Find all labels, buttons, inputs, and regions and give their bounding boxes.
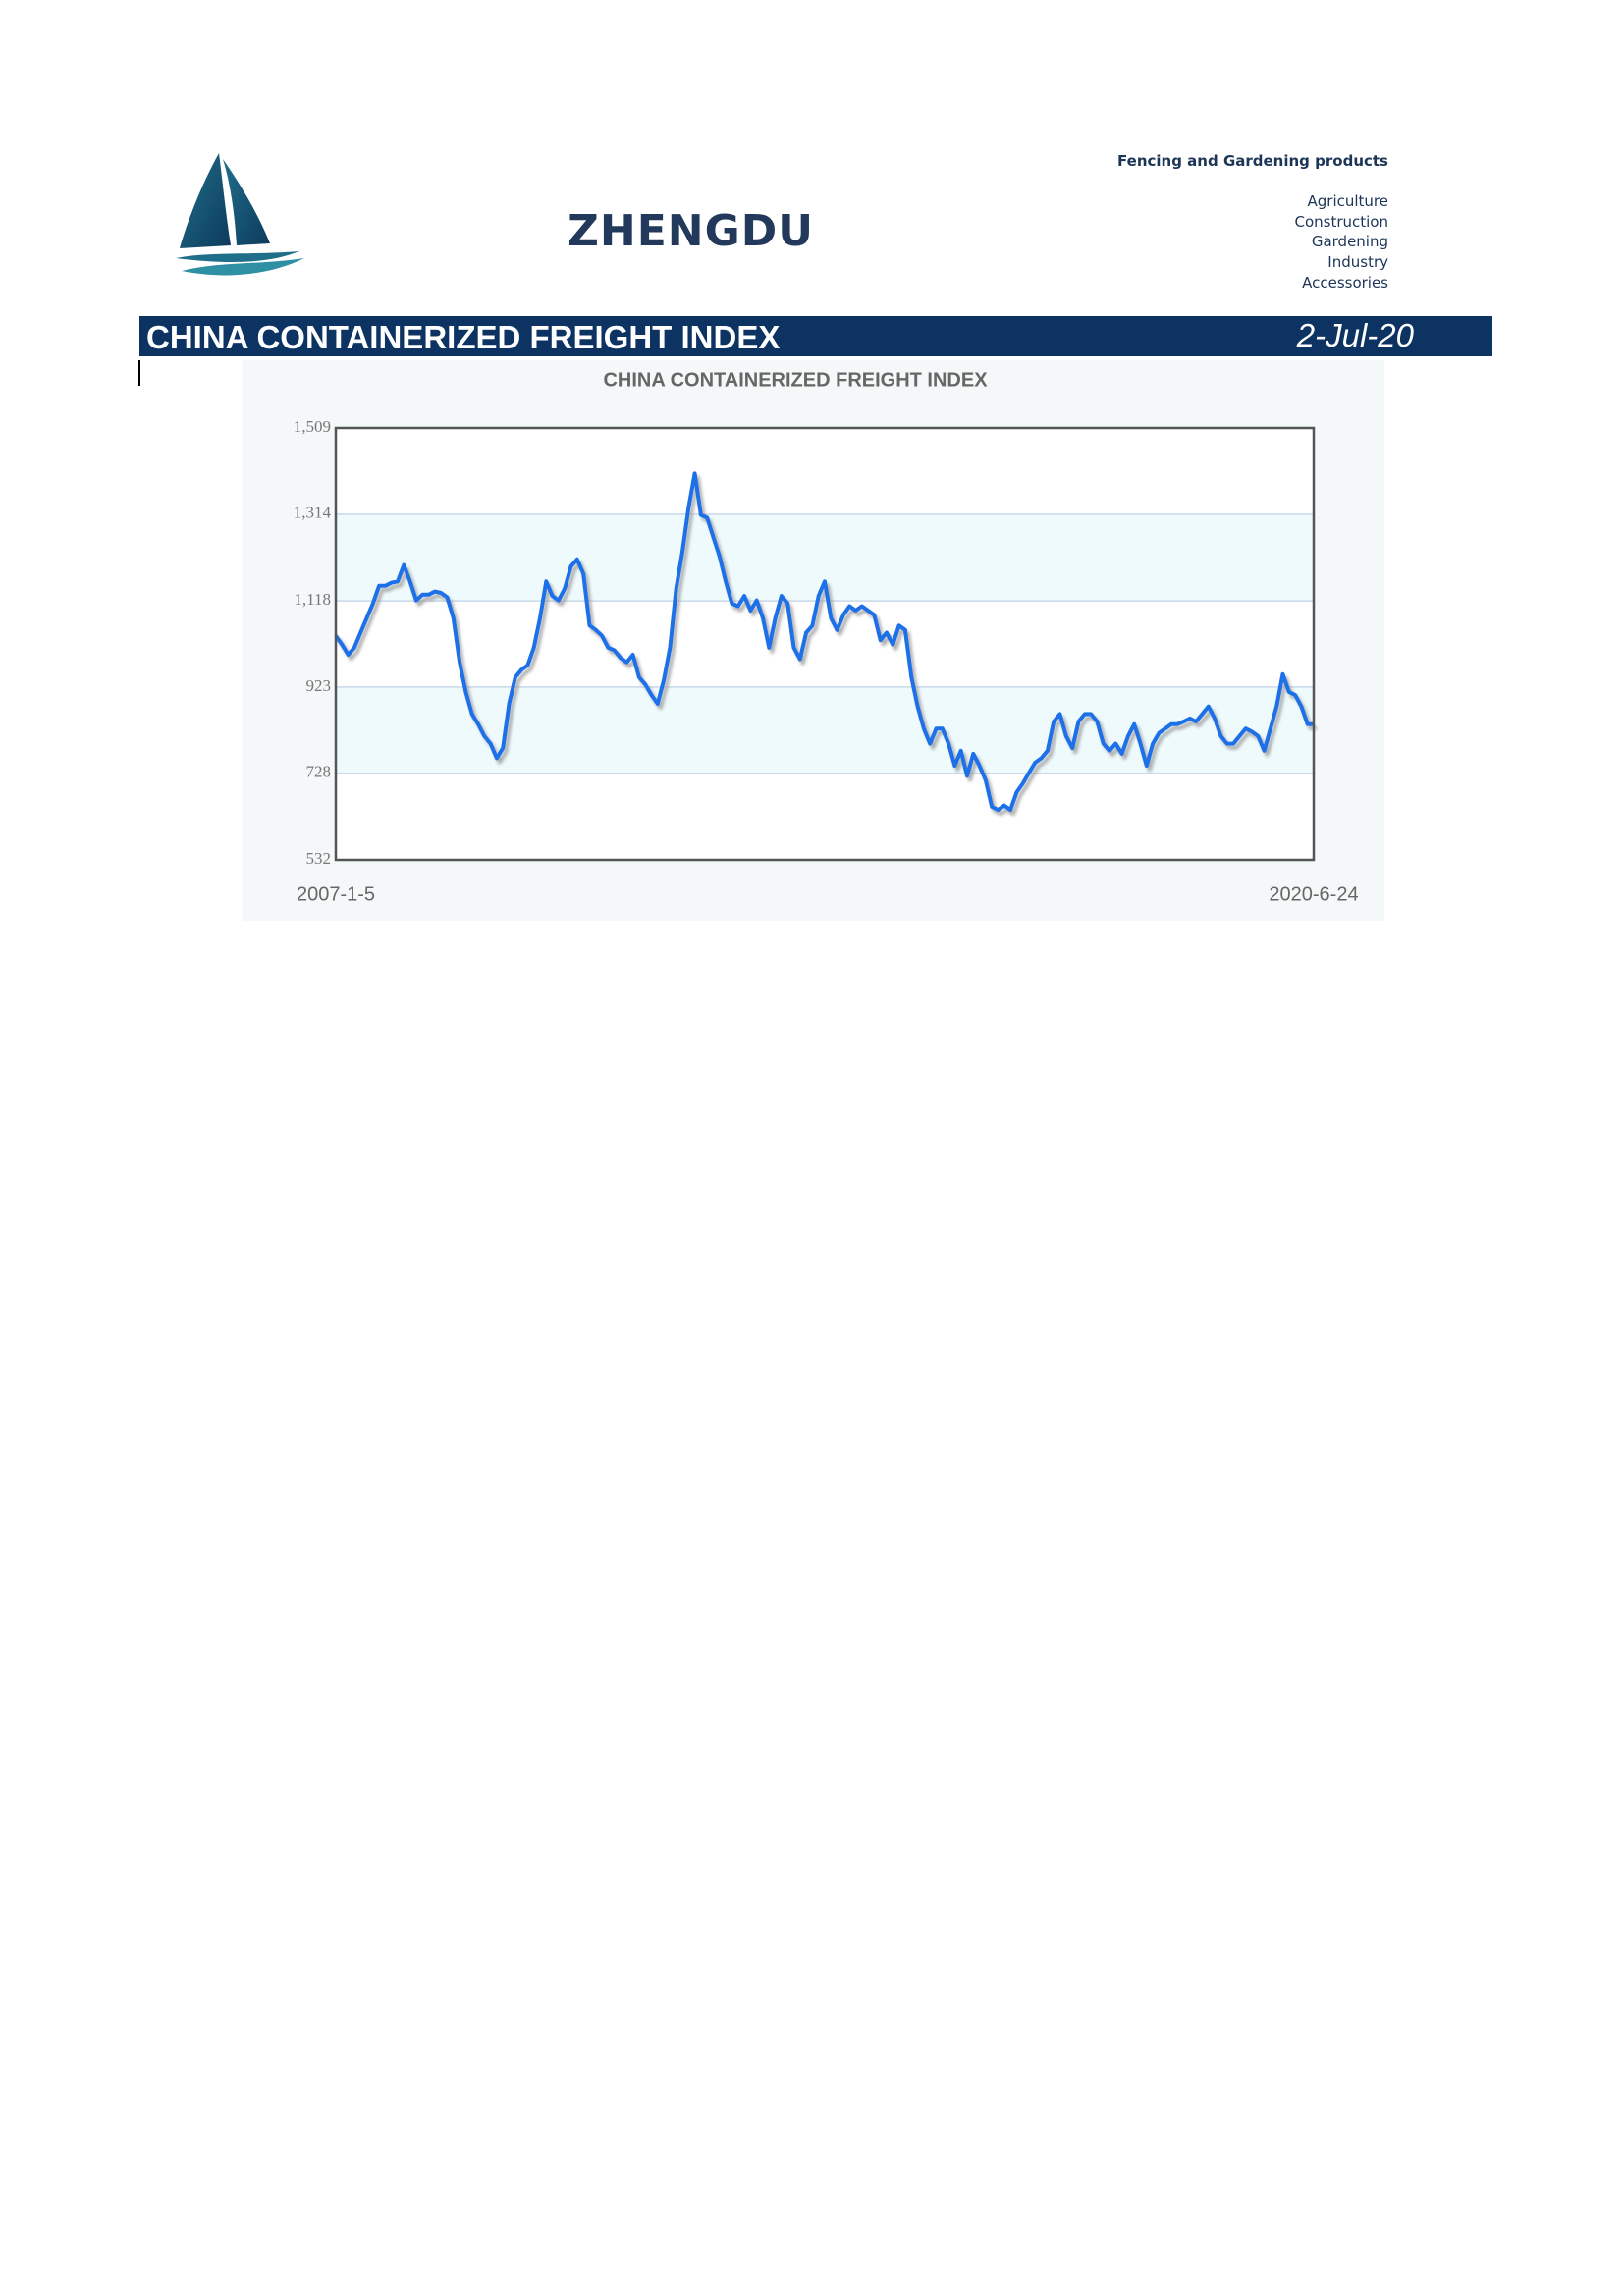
product-list: Agriculture Construction Gardening Indus… <box>1294 191 1388 294</box>
product: Accessories <box>1302 273 1388 292</box>
y-tick-label: 923 <box>306 676 332 695</box>
y-tick-label: 728 <box>306 763 332 781</box>
plot-area <box>336 428 1314 860</box>
product: Construction <box>1294 212 1388 231</box>
product: Gardening <box>1311 233 1388 251</box>
data-line <box>334 471 1314 813</box>
banner-title: CHINA CONTAINERIZED FREIGHT INDEX <box>146 319 781 355</box>
y-tick-label: 1,118 <box>294 590 331 609</box>
brand: ZHENGDU <box>568 206 814 256</box>
chart: CHINA CONTAINERIZED FREIGHT INDEX 532 728… <box>243 360 1384 921</box>
y-tick-label: 1,314 <box>294 504 332 522</box>
y-tick-label: 532 <box>306 849 332 868</box>
product: Agriculture <box>1307 192 1389 210</box>
y-tick-label: 1,509 <box>294 417 331 436</box>
x-tick-label: 2007-1-5 <box>297 883 375 905</box>
logo <box>176 153 304 276</box>
chart-title: CHINA CONTAINERIZED FREIGHT INDEX <box>603 369 988 391</box>
x-tick-label: 2020-6-24 <box>1269 883 1358 905</box>
cursor <box>138 360 140 386</box>
grid-band <box>336 686 1314 774</box>
banner-date: 2-Jul-20 <box>1296 317 1414 353</box>
tagline: Fencing and Gardening products <box>1117 152 1388 170</box>
product: Industry <box>1327 253 1388 272</box>
banner: CHINA CONTAINERIZED FREIGHT INDEX 2-Jul-… <box>139 316 1492 356</box>
plot-frame <box>334 426 1316 862</box>
